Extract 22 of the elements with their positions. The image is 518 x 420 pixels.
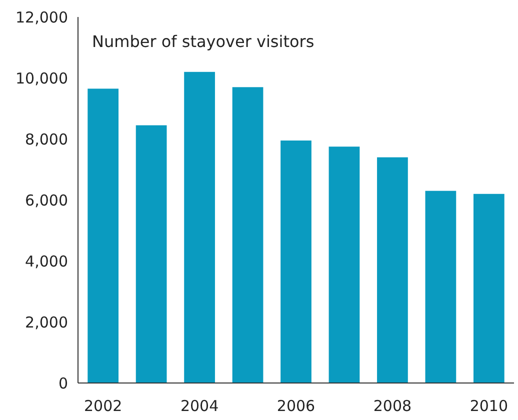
bar [328,146,360,383]
y-tick-label: 12,000 [16,8,68,26]
x-tick-label: 2006 [276,397,316,415]
x-tick-label: 2004 [180,397,219,415]
y-tick-label: 10,000 [16,69,68,88]
y-tick-label: 6,000 [25,191,68,210]
y-tick-label: 8,000 [25,130,68,148]
y-tick-label: 0 [58,374,68,392]
bar [377,157,408,383]
bar [88,88,119,383]
bar [425,190,456,383]
y-tick-label: 4,000 [25,252,68,270]
y-tick-label: 2,000 [25,313,68,332]
x-tick-label: 2008 [373,397,412,415]
x-tick-label: 2002 [84,397,122,415]
bar [473,194,504,383]
bar [280,140,312,383]
bar [136,125,167,383]
bar [232,87,264,383]
bar [184,72,215,383]
text: Number of stayover visitors [92,32,314,51]
x-tick-label: 2010 [470,397,508,415]
